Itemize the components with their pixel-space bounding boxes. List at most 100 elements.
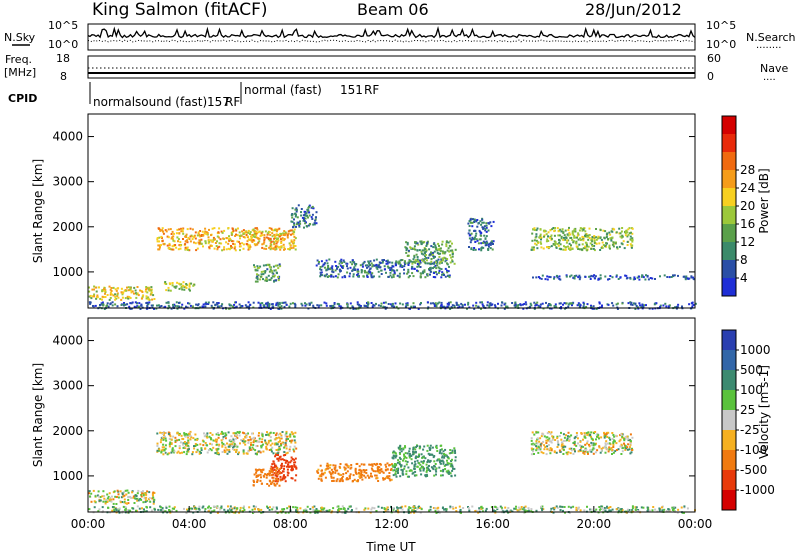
data-cell — [336, 469, 339, 472]
data-cell — [615, 508, 618, 511]
data-cell — [536, 442, 539, 445]
data-cell — [545, 439, 548, 442]
data-cell — [165, 230, 168, 233]
noise-right-legend-dots: ........ — [756, 40, 781, 51]
data-cell — [245, 231, 248, 234]
data-cell — [302, 509, 305, 512]
data-cell — [358, 304, 361, 307]
data-cell — [431, 253, 434, 256]
data-cell — [173, 240, 176, 243]
data-cell — [178, 228, 181, 231]
data-cell — [362, 275, 365, 278]
data-cell — [253, 264, 255, 267]
data-cell — [257, 440, 260, 443]
data-cell — [222, 443, 225, 445]
data-cell — [269, 308, 272, 310]
data-cell — [264, 441, 267, 444]
data-cell — [339, 268, 341, 271]
data-cell — [280, 458, 283, 461]
data-cell — [247, 231, 250, 234]
data-cell — [598, 446, 601, 449]
data-cell — [249, 244, 251, 247]
data-cell — [555, 274, 558, 277]
data-cell — [117, 296, 120, 299]
data-cell — [430, 252, 433, 255]
data-cell — [429, 267, 432, 270]
data-cell — [161, 446, 164, 449]
data-cell — [280, 436, 283, 439]
data-cell — [473, 238, 476, 241]
data-cell — [667, 508, 670, 511]
data-cell — [340, 507, 342, 510]
data-cell — [548, 449, 551, 452]
data-cell — [368, 463, 371, 466]
data-cell — [414, 248, 417, 251]
data-cell — [201, 230, 204, 233]
data-cell — [136, 302, 138, 305]
data-cell — [204, 230, 207, 233]
data-cell — [420, 302, 422, 304]
data-cell — [316, 470, 319, 473]
data-cell — [591, 240, 594, 243]
data-cell — [534, 304, 537, 307]
data-cell — [136, 286, 139, 288]
data-cell — [190, 507, 192, 510]
data-cell — [199, 306, 202, 309]
data-cell — [442, 506, 444, 509]
data-cell — [160, 244, 162, 247]
data-cell — [242, 441, 245, 444]
data-cell — [454, 452, 457, 454]
data-cell — [184, 435, 187, 438]
data-cell — [446, 269, 448, 272]
data-cell — [239, 442, 241, 445]
data-cell — [624, 437, 627, 440]
data-cell — [130, 307, 133, 310]
data-cell — [233, 440, 236, 443]
data-cell — [253, 507, 256, 510]
data-cell — [290, 233, 292, 236]
data-cell — [404, 260, 406, 263]
data-cell — [301, 304, 304, 307]
data-cell — [416, 256, 419, 258]
data-cell — [286, 507, 289, 510]
noise-left-tick-top: 10^5 — [48, 19, 78, 32]
data-cell — [485, 235, 488, 238]
data-cell — [249, 303, 252, 306]
data-cell — [321, 509, 324, 512]
data-cell — [150, 286, 153, 289]
data-cell — [691, 301, 694, 304]
data-cell — [275, 233, 278, 236]
data-cell — [286, 435, 289, 438]
data-cell — [356, 301, 359, 304]
data-cell — [421, 466, 424, 469]
data-cell — [422, 241, 425, 244]
data-cell — [217, 453, 220, 456]
data-cell — [432, 251, 435, 254]
data-cell — [399, 446, 401, 449]
data-cell — [687, 277, 690, 280]
data-cell — [132, 495, 135, 498]
data-cell — [185, 233, 188, 236]
data-cell — [607, 238, 609, 240]
data-cell — [416, 263, 419, 265]
data-cell — [317, 510, 320, 513]
data-cell — [276, 240, 279, 243]
data-cell — [408, 452, 411, 455]
data-cell — [284, 476, 287, 479]
data-cell — [375, 263, 378, 266]
data-cell — [251, 241, 254, 243]
data-cell — [434, 509, 437, 512]
data-cell — [584, 233, 587, 236]
data-cell — [204, 240, 207, 243]
data-cell — [611, 230, 614, 233]
data-cell — [97, 494, 99, 497]
data-cell — [140, 493, 143, 496]
data-cell — [530, 508, 533, 511]
data-cell — [685, 275, 688, 278]
data-cell — [593, 274, 596, 277]
data-cell — [225, 241, 228, 244]
data-cell — [191, 235, 194, 238]
data-cell — [190, 282, 193, 285]
data-cell — [415, 259, 417, 262]
data-cell — [186, 450, 189, 453]
